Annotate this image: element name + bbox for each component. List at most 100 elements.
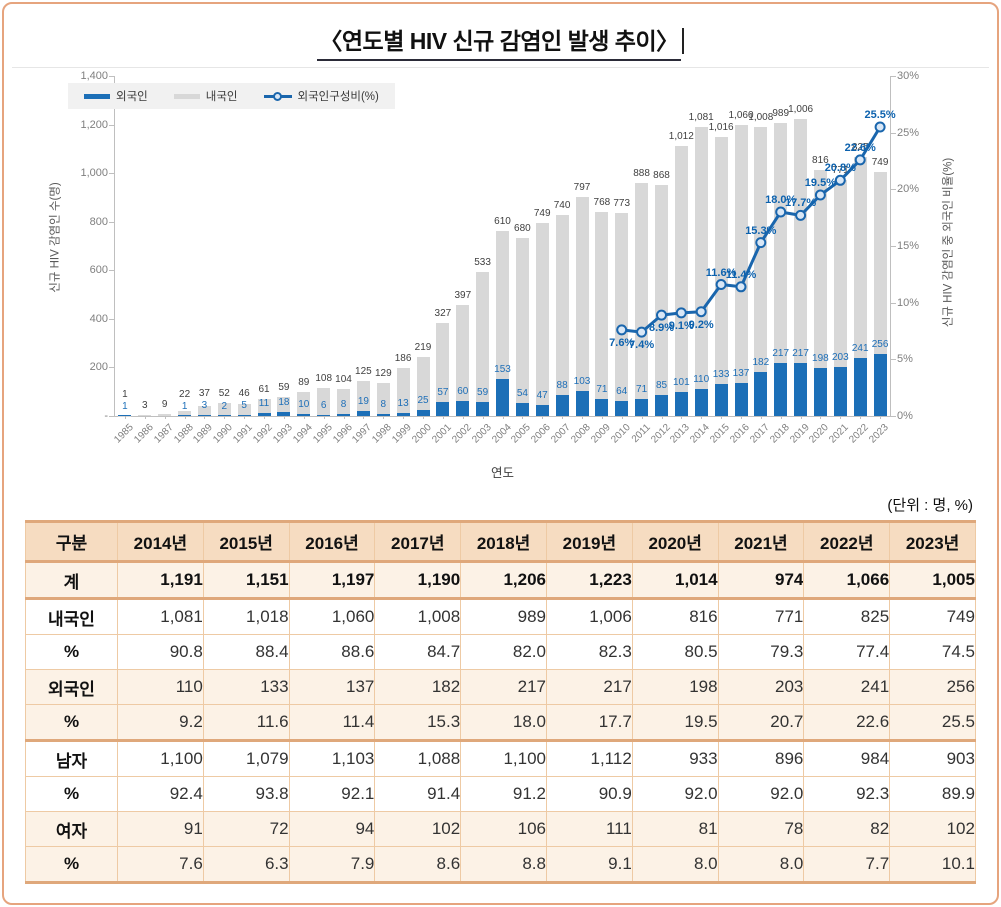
row-label-cell: 내국인 [25,598,118,635]
value-cell: 82 [803,811,891,847]
value-cell: 1,008 [374,598,462,635]
x-axis-tick-mark [204,416,206,419]
ratio-line-marker-icon [755,237,767,249]
title-row: 〈연도별 HIV 신규 감염인 발생 추이〉 [0,22,1001,61]
right-axis-tick-mark [891,76,896,77]
x-axis-tick-mark [582,416,583,419]
bar-domestic [595,212,609,399]
value-cell: 903 [889,740,976,777]
ratio-percent-label: 9.1% [668,319,694,332]
right-axis-tick-mark [891,359,896,361]
x-axis-tick-mark [144,416,146,419]
bar-domestic [833,179,847,367]
value-cell: 81 [631,811,719,847]
bar-foreign [297,413,311,416]
left-axis-tick-mark [109,76,114,77]
value-cell: 989 [460,598,547,635]
foreign-value-label: 198 [812,352,829,364]
chart-region: 신규 HIV 감염인 수(명) 신규 HIV 감염인 중 외국인 비율(%) 1… [30,70,970,480]
value-cell: 91.2 [460,776,547,812]
row-label-cell: 계 [25,561,118,600]
ratio-percent-label: 11.6% [705,266,737,279]
line-marker-swatch-icon [263,91,292,101]
bar-domestic [655,184,668,396]
ratio-percent-label: 8.9% [648,322,675,335]
domestic-value-label: 108 [315,373,333,385]
domestic-value-label: 52 [218,387,230,399]
ratio-line-marker-icon [695,306,707,318]
legend-label: 외국인 [116,91,148,103]
table-row: % 92.4 93.8 92.1 91.4 91.2 90.9 92.0 92.0 92.3 89.… [25,776,976,812]
value-cell: 1,060 [288,598,376,635]
foreign-value-label: 19 [357,396,369,408]
table-header-year: 2015년 [202,521,290,563]
right-axis-tick-label: 10% [897,296,920,309]
foreign-value-label: 8 [340,399,347,411]
x-axis-tick-mark [701,416,703,419]
value-cell: 771 [717,598,805,635]
bar-foreign [674,391,688,416]
domestic-value-label: 59 [278,382,290,394]
bar-domestic [615,212,629,401]
bar-foreign [754,371,768,416]
bar-domestic [317,388,331,415]
value-cell: 933 [631,740,719,777]
value-cell: 1,190 [374,561,462,600]
domestic-value-label: 129 [374,367,392,379]
table-head: 구분 2014년 2015년 2016년 2017년 2018년 2019년 2020년 202… [25,521,976,563]
domestic-value-label: 186 [394,352,412,364]
ratio-line-marker-icon [675,307,687,319]
domestic-value-label: 680 [514,222,531,234]
foreign-value-label: 203 [831,351,849,363]
ratio-percent-label: 11.4% [725,268,757,281]
value-cell: 1,081 [117,598,204,635]
x-axis-tick-mark [184,416,186,419]
value-cell: 7.7 [803,846,891,883]
bar-foreign [635,398,649,416]
value-cell: 7.6 [117,846,204,883]
value-cell: 110 [117,669,204,705]
x-axis-tick-mark [383,416,385,419]
bar-foreign [118,415,132,416]
foreign-value-label: 103 [573,376,591,387]
value-cell: 89.9 [889,776,976,812]
row-label-cell: 남자 [25,740,118,777]
x-axis-tick-mark [283,416,285,419]
ratio-line-marker-icon [656,309,667,321]
bar-foreign [873,353,887,416]
bar-domestic [813,169,827,368]
foreign-value-label: 71 [636,383,648,395]
x-axis-tick-mark [880,416,882,419]
left-axis-tick-mark [109,173,114,175]
value-cell: 1,005 [889,561,976,600]
ratio-line-marker-icon [874,121,886,133]
row-label-cell: % [25,704,118,742]
value-cell: 8.8 [460,846,547,883]
domestic-bar-swatch-icon [173,93,200,99]
foreign-value-label: 1 [122,400,128,412]
bar-foreign [217,415,231,416]
x-axis-tick-mark [224,416,226,419]
domestic-value-label: 825 [851,142,869,154]
domestic-value-label: 888 [633,168,650,180]
value-cell: 1,079 [202,740,290,777]
bar-domestic [416,356,430,410]
ratio-line-marker-icon [814,189,826,201]
ratio-line-marker-icon [775,206,787,218]
value-cell: 182 [374,669,462,705]
ratio-percent-label: 7.4% [629,339,655,352]
right-axis-tick-mark [891,132,896,134]
table-row: % 90.8 88.4 88.6 84.7 82.0 82.3 80.5 79.3 77.4 74.… [25,634,976,670]
table-header-category: 구분 [25,521,118,563]
foreign-value-label: 10 [298,398,310,410]
value-cell: 8.0 [631,846,719,883]
domestic-value-label: 989 [772,108,790,120]
legend-item-foreigner-ratio: 외국인구성비(%) [263,88,379,104]
right-axis-tick-mark [891,246,896,247]
value-cell: 78 [717,811,805,847]
bar-foreign [794,363,808,416]
foreign-value-label: 256 [871,338,889,350]
table-row: % 7.6 6.3 7.9 8.6 8.8 9.1 8.0 8.0 7.7 10.1 [25,846,976,883]
x-axis-title: 연도 [490,466,514,480]
